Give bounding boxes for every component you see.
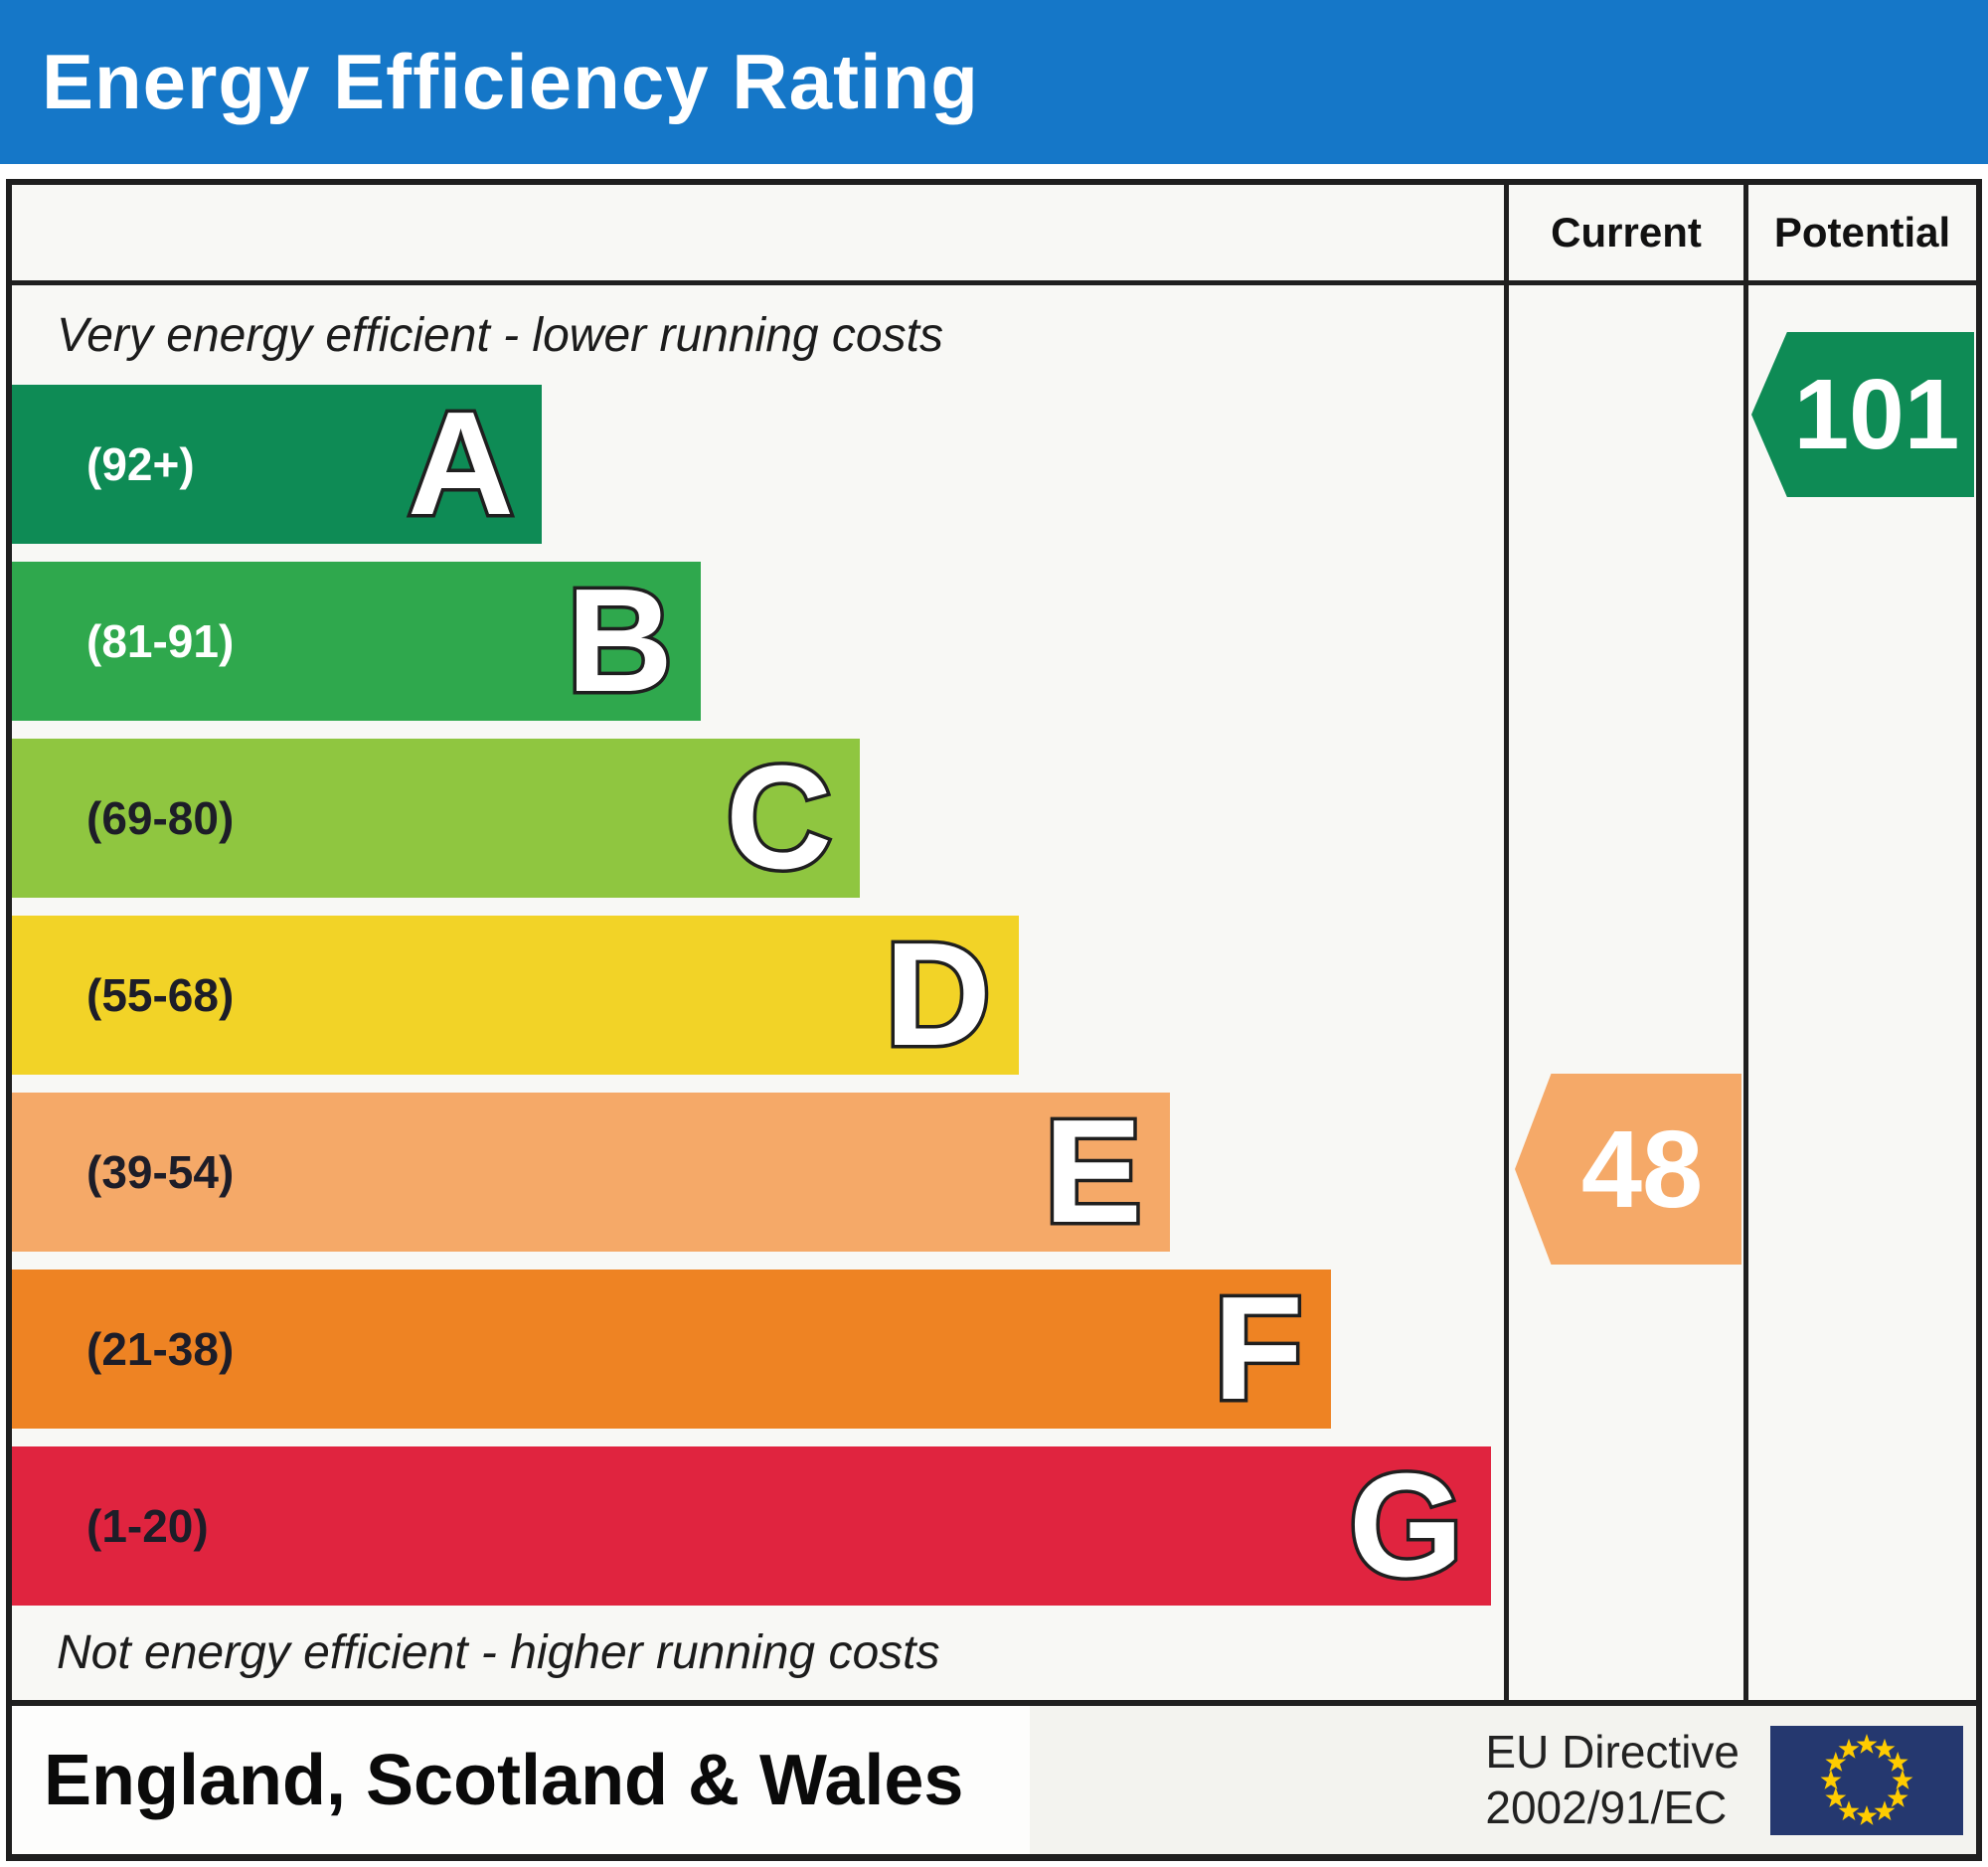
band-row-b: (81-91) B (12, 562, 1504, 721)
band-row-g: (1-20) G (12, 1446, 1504, 1606)
current-rating-value: 48 (1580, 1107, 1704, 1231)
band-letter-g: G (1345, 1443, 1466, 1608)
header-cell-current: Current (1504, 185, 1743, 280)
band-bar-f: (21-38) F (12, 1270, 1331, 1429)
band-letter-e: E (1041, 1090, 1146, 1254)
footer-right-section: EU Directive 2002/91/EC (1030, 1706, 1976, 1854)
potential-column-label: Potential (1773, 209, 1951, 255)
band-row-a: (92+) A (12, 385, 1504, 544)
band-letter-a: A (405, 382, 518, 546)
band-row-e: (39-54) E (12, 1093, 1504, 1252)
title-bar: Energy Efficiency Rating (0, 0, 1988, 164)
band-range-label-c: (69-80) (86, 792, 235, 844)
band-bar-d: (55-68) D (12, 916, 1019, 1075)
band-letter-d: D (882, 913, 995, 1077)
band-range-label-b: (81-91) (86, 615, 235, 667)
potential-column: 101 (1743, 285, 1976, 1700)
header-cell-potential: Potential (1743, 185, 1976, 280)
header-cell-main (12, 185, 1504, 280)
current-rating-badge: 48 (1515, 1074, 1741, 1265)
band-range-label-e: (39-54) (86, 1146, 235, 1198)
band-letter-b: B (564, 559, 677, 723)
eu-flag-icon (1770, 1725, 1963, 1835)
eu-directive-line2: 2002/91/EC (1485, 1781, 1728, 1833)
potential-rating-value: 101 (1793, 358, 1960, 470)
potential-rating-badge: 101 (1751, 332, 1974, 497)
table-body-row: Very energy efficient - lower running co… (12, 285, 1976, 1700)
band-range-label-d: (55-68) (86, 969, 235, 1021)
eu-directive-line1: EU Directive (1485, 1726, 1740, 1779)
bottom-caption: Not energy efficient - higher running co… (12, 1606, 1504, 1700)
band-letter-f: F (1210, 1267, 1306, 1431)
epc-table: Current Potential Very energy efficient … (6, 179, 1982, 1706)
table-header-row: Current Potential (12, 185, 1976, 285)
band-list: (92+) A (81-91) B (69-80) C (12, 385, 1504, 1606)
page-title: Energy Efficiency Rating (42, 38, 979, 125)
band-row-c: (69-80) C (12, 739, 1504, 898)
band-bar-b: (81-91) B (12, 562, 701, 721)
band-bar-c: (69-80) C (12, 739, 860, 898)
current-column: 48 (1504, 285, 1743, 1700)
current-column-label: Current (1551, 209, 1702, 255)
top-caption-text: Very energy efficient - lower running co… (57, 308, 943, 362)
band-range-label-g: (1-20) (86, 1500, 209, 1552)
band-bar-e: (39-54) E (12, 1093, 1170, 1252)
band-bar-g: (1-20) G (12, 1446, 1491, 1606)
region-label-text: England, Scotland & Wales (44, 1740, 964, 1820)
top-caption: Very energy efficient - lower running co… (12, 285, 1504, 385)
band-bar-a: (92+) A (12, 385, 542, 544)
bottom-caption-text: Not energy efficient - higher running co… (57, 1626, 940, 1679)
footer: England, Scotland & Wales EU Directive 2… (6, 1706, 1982, 1861)
band-row-f: (21-38) F (12, 1270, 1504, 1429)
region-label: England, Scotland & Wales (12, 1706, 1030, 1854)
band-letter-c: C (723, 736, 836, 900)
band-row-d: (55-68) D (12, 916, 1504, 1075)
bands-column: Very energy efficient - lower running co… (12, 285, 1504, 1700)
eu-directive-text: EU Directive 2002/91/EC (1485, 1725, 1740, 1834)
band-range-label-a: (92+) (86, 438, 195, 490)
band-range-label-f: (21-38) (86, 1323, 235, 1375)
